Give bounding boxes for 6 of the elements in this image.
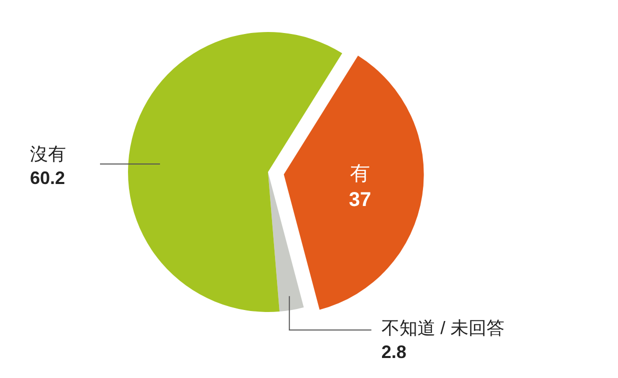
slice-label: 有: [350, 162, 370, 185]
slice-label: 沒有: [30, 144, 66, 164]
slice-label: 不知道 / 未回答: [381, 318, 504, 338]
data-label: 60.2: [30, 168, 66, 188]
data-label: 37: [348, 188, 372, 211]
data-label: 2.8: [381, 342, 406, 362]
